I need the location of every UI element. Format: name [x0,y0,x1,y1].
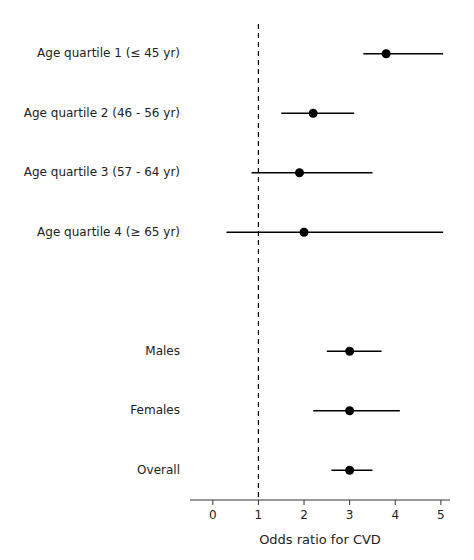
point-estimate [309,109,318,118]
point-estimate [345,406,354,415]
x-tick-label: 5 [437,508,445,522]
x-tick [440,500,441,505]
point-estimate [345,347,354,356]
point-estimate [300,228,309,237]
category-label: Age quartile 3 (57 - 64 yr) [24,165,180,179]
category-label: Overall [137,463,180,477]
confidence-interval [363,53,443,55]
category-label: Age quartile 1 (≤ 45 yr) [37,46,180,60]
confidence-interval [327,350,382,352]
x-tick [212,500,213,505]
x-tick-label: 0 [209,508,217,522]
category-label: Age quartile 2 (46 - 56 yr) [24,106,180,120]
category-label: Males [145,344,180,358]
x-tick [349,500,350,505]
confidence-interval [313,410,400,412]
point-estimate [295,168,304,177]
x-tick [395,500,396,505]
x-tick-label: 1 [255,508,263,522]
category-label: Age quartile 4 (≥ 65 yr) [37,225,180,239]
chart: 0 1 2 3 4 5 Odds ratio for CVD Age quartile 1 (… [0,0,474,560]
point-estimate [382,49,391,58]
category-label: Females [130,403,180,417]
point-estimate [345,466,354,475]
confidence-interval [226,231,443,233]
reference-line [258,24,259,500]
x-axis-line [190,500,450,501]
confidence-interval [252,172,373,174]
x-axis-label: Odds ratio for CVD [259,532,381,547]
x-tick-label: 3 [346,508,354,522]
plot-area [226,24,443,500]
x-tick-label: 4 [391,508,399,522]
x-tick-label: 2 [300,508,308,522]
confidence-interval [281,112,354,114]
x-tick [258,500,259,505]
x-tick [304,500,305,505]
